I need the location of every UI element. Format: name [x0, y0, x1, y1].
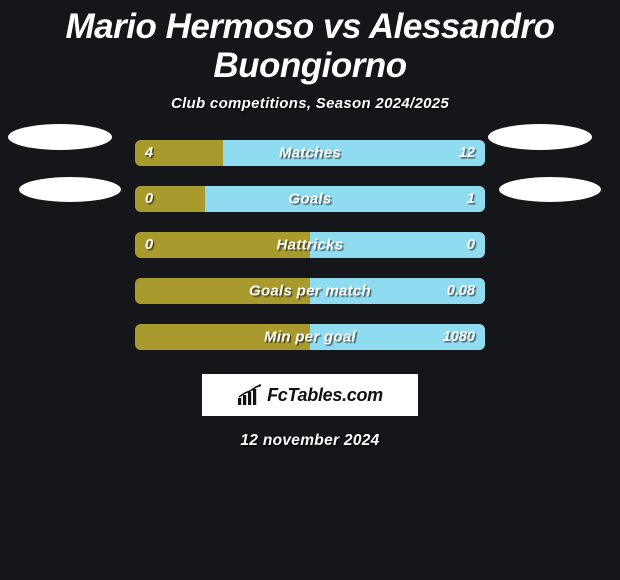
subtitle: Club competitions, Season 2024/2025 [0, 95, 620, 112]
stat-label: Matches [279, 145, 341, 162]
player-photo-placeholder [19, 177, 121, 202]
stat-label: Goals [288, 191, 331, 208]
stat-bar: Goals per match 0.08 [135, 278, 485, 304]
chart-icon [237, 384, 265, 406]
bar-right-segment [223, 140, 486, 166]
logo-text: FcTables.com [267, 385, 383, 406]
stat-bar: Matches 4 12 [135, 140, 485, 166]
stat-rows: Matches 4 12 Goals 0 1 Hattricks 0 0 Goals per ma… [0, 140, 620, 350]
stat-value-right: 0.08 [447, 283, 475, 299]
stat-bar: Hattricks 0 0 [135, 232, 485, 258]
stat-value-left: 0 [145, 191, 153, 207]
page-title: Mario Hermoso vs Alessandro Buongiorno [0, 2, 620, 95]
stat-bar: Min per goal 1080 [135, 324, 485, 350]
fctables-logo[interactable]: FcTables.com [202, 374, 418, 416]
stat-value-left: 4 [145, 145, 153, 161]
stat-value-right: 12 [459, 145, 475, 161]
stat-value-left: 0 [145, 237, 153, 253]
stat-bar: Goals 0 1 [135, 186, 485, 212]
stat-row: Hattricks 0 0 [10, 232, 610, 258]
stat-value-right: 1 [467, 191, 475, 207]
comparison-card: Mario Hermoso vs Alessandro Buongiorno C… [0, 0, 620, 450]
stat-row: Goals per match 0.08 [10, 278, 610, 304]
player-photo-placeholder [488, 124, 592, 150]
bar-right-segment [205, 186, 485, 212]
stat-value-right: 1080 [443, 329, 475, 345]
player-photo-placeholder [499, 177, 601, 202]
stat-label: Hattricks [277, 237, 344, 254]
stat-label: Goals per match [249, 283, 371, 300]
date-text: 12 november 2024 [0, 432, 620, 450]
player-photo-placeholder [8, 124, 112, 150]
stat-label: Min per goal [264, 329, 356, 346]
stat-value-right: 0 [467, 237, 475, 253]
stat-row: Min per goal 1080 [10, 324, 610, 350]
